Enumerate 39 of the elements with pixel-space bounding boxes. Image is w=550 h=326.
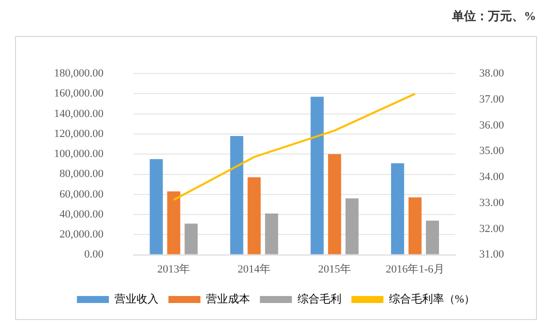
x-tick-label: 2016年1-6月: [386, 263, 444, 276]
legend-label: 综合毛利率（%）: [388, 292, 476, 306]
bar: [167, 191, 180, 254]
x-tick-label: 2013年: [157, 263, 190, 276]
y2-tick-label: 31.00: [479, 248, 504, 261]
y-tick-label: 80,000.00: [60, 168, 104, 180]
y2-tick-label: 38.00: [479, 67, 504, 80]
text: 单位：万元、%: [452, 8, 536, 25]
bar: [310, 96, 324, 254]
y-tick-label: 100,000.00: [54, 148, 104, 160]
y-tick-label: 160,000.00: [54, 88, 104, 100]
y-tick-label: 40,000.00: [60, 208, 104, 220]
y-tick-label: 120,000.00: [54, 128, 104, 140]
bar: [345, 198, 359, 254]
legend-label: 综合毛利: [297, 292, 342, 306]
bar: [391, 163, 404, 254]
legend-label: 营业成本: [206, 292, 250, 306]
y-tick-label: 60,000.00: [60, 188, 104, 200]
y2-tick-label: 37.00: [479, 93, 504, 106]
y-tick-label: 140,000.00: [54, 108, 104, 120]
x-tick-label: 2015年: [318, 263, 352, 276]
bar: [265, 214, 278, 254]
y2-tick-label: 35.00: [479, 145, 504, 158]
bar: [150, 159, 163, 254]
x-tick-label: 2014年: [238, 263, 271, 276]
y2-tick-label: 33.00: [479, 196, 504, 209]
y2-tick-label: 32.00: [479, 222, 504, 235]
bar: [248, 177, 261, 254]
bar: [230, 136, 244, 254]
y-tick-label: 20,000.00: [60, 228, 104, 241]
bar: [426, 220, 439, 254]
y2-tick-label: 36.00: [479, 119, 504, 132]
bar: [408, 197, 422, 254]
y-tick-label: 180,000.00: [54, 67, 104, 80]
bar: [328, 154, 342, 254]
y-tick-label: 0.00: [84, 248, 104, 261]
bar: [184, 224, 198, 254]
legend-label: 营业收入: [114, 292, 158, 306]
y2-tick-label: 34.00: [479, 171, 504, 184]
